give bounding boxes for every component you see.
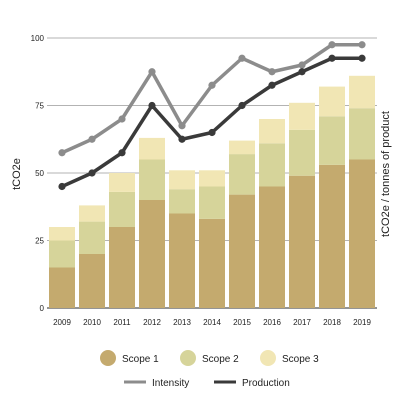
bar-scope-2-2009 (49, 240, 75, 268)
y-tick-label: 25 (35, 237, 44, 246)
line-production (61, 56, 362, 189)
bar-scope-2-2011 (109, 191, 135, 227)
bar-scope-1-2012 (139, 200, 165, 308)
legend: Scope 1 Scope 2 Scope 3 Intensity Production (100, 350, 319, 389)
bar-scope-3-2017 (289, 102, 315, 130)
point-production-2014 (208, 128, 216, 137)
x-tick-label: 2012 (143, 318, 161, 327)
legend-label: Production (242, 378, 290, 389)
bar-scope-3-2011 (109, 173, 135, 192)
bar-scope-1-2010 (79, 254, 105, 308)
bar-scope-1-2013 (169, 213, 195, 308)
point-production-2016 (268, 81, 276, 89)
bar-scope-1-2009 (49, 267, 75, 308)
series-lines (58, 41, 366, 191)
point-intensity-2018 (328, 41, 336, 49)
point-intensity-2016 (268, 68, 276, 76)
bar-scope-1-2016 (259, 186, 285, 308)
x-tick-label: 2019 (353, 318, 371, 327)
point-production-2012 (148, 101, 156, 110)
y-tick-label: 75 (35, 102, 44, 111)
bar-scope-2-2018 (319, 116, 345, 165)
bar-scope-2-2019 (349, 108, 375, 160)
point-production-2010 (88, 169, 96, 177)
bar-scope-3-2009 (49, 227, 75, 241)
bar-scope-3-2019 (349, 75, 375, 109)
x-tick-labels: 2009 2010 2011 2012 2013 2014 2015 2016 2017 2018… (53, 318, 371, 327)
y-tick-label: 0 (40, 304, 45, 313)
y-tick-label: 100 (31, 34, 45, 43)
point-intensity-2012 (148, 68, 156, 76)
bar-scope-2-2016 (259, 143, 285, 187)
x-tick-label: 2009 (53, 318, 71, 327)
x-tick-label: 2010 (83, 318, 101, 327)
bar-scope-1-2019 (349, 159, 375, 308)
legend-swatch-scope-1 (100, 350, 116, 366)
bar-scope-3-2014 (199, 170, 225, 187)
bar-scope-1-2015 (229, 194, 255, 308)
point-intensity-2013 (178, 122, 186, 130)
bar-scope-2-2015 (229, 154, 255, 195)
bar-scope-2-2012 (139, 159, 165, 200)
legend-swatch-scope-2 (180, 350, 196, 366)
x-tick-label: 2015 (233, 318, 251, 327)
bar-scope-1-2017 (289, 175, 315, 308)
point-intensity-2011 (118, 115, 126, 123)
legend-label: Scope 1 (122, 354, 159, 365)
x-tick-label: 2017 (293, 318, 311, 327)
point-production-2015 (238, 101, 246, 110)
bar-scope-1-2011 (109, 227, 135, 308)
legend-swatch-scope-3 (260, 350, 276, 366)
bar-scope-3-2012 (139, 137, 165, 160)
bars (49, 75, 375, 308)
bar-scope-3-2010 (79, 205, 105, 222)
bar-scope-2-2010 (79, 221, 105, 254)
legend-label: Scope 2 (202, 354, 239, 365)
x-tick-label: 2014 (203, 318, 221, 327)
point-intensity-2010 (88, 135, 96, 143)
bar-scope-3-2016 (259, 119, 285, 144)
point-intensity-2009 (58, 149, 66, 157)
bar-scope-3-2015 (229, 140, 255, 155)
y-tick-label: 50 (35, 169, 44, 178)
point-intensity-2017 (298, 61, 306, 69)
line-intensity (61, 43, 362, 155)
point-intensity-2014 (208, 81, 216, 89)
point-production-2018 (328, 54, 336, 62)
legend-label: Intensity (152, 378, 189, 389)
y-tick-labels: 0 25 50 75 100 (31, 34, 45, 313)
legend-label: Scope 3 (282, 354, 319, 365)
y-axis-label-left: tCO2e (11, 158, 23, 190)
point-intensity-2015 (238, 54, 246, 62)
bar-scope-1-2018 (319, 164, 345, 308)
point-production-2017 (298, 68, 306, 76)
bar-scope-2-2014 (199, 186, 225, 219)
bar-scope-1-2014 (199, 218, 225, 308)
x-tick-label: 2018 (323, 318, 341, 327)
x-tick-label: 2016 (263, 318, 281, 327)
bar-scope-3-2013 (169, 170, 195, 190)
point-production-2013 (178, 135, 186, 143)
x-tick-label: 2011 (113, 318, 131, 327)
point-production-2011 (118, 149, 126, 157)
x-tick-label: 2013 (173, 318, 191, 327)
point-production-2019 (358, 54, 366, 62)
bar-scope-2-2017 (289, 129, 315, 176)
bar-scope-3-2018 (319, 86, 345, 117)
y-axis-label-right: tCO2e / tonnes of product (380, 111, 392, 237)
point-production-2009 (58, 182, 66, 191)
bar-scope-2-2013 (169, 189, 195, 214)
point-intensity-2019 (358, 41, 366, 49)
